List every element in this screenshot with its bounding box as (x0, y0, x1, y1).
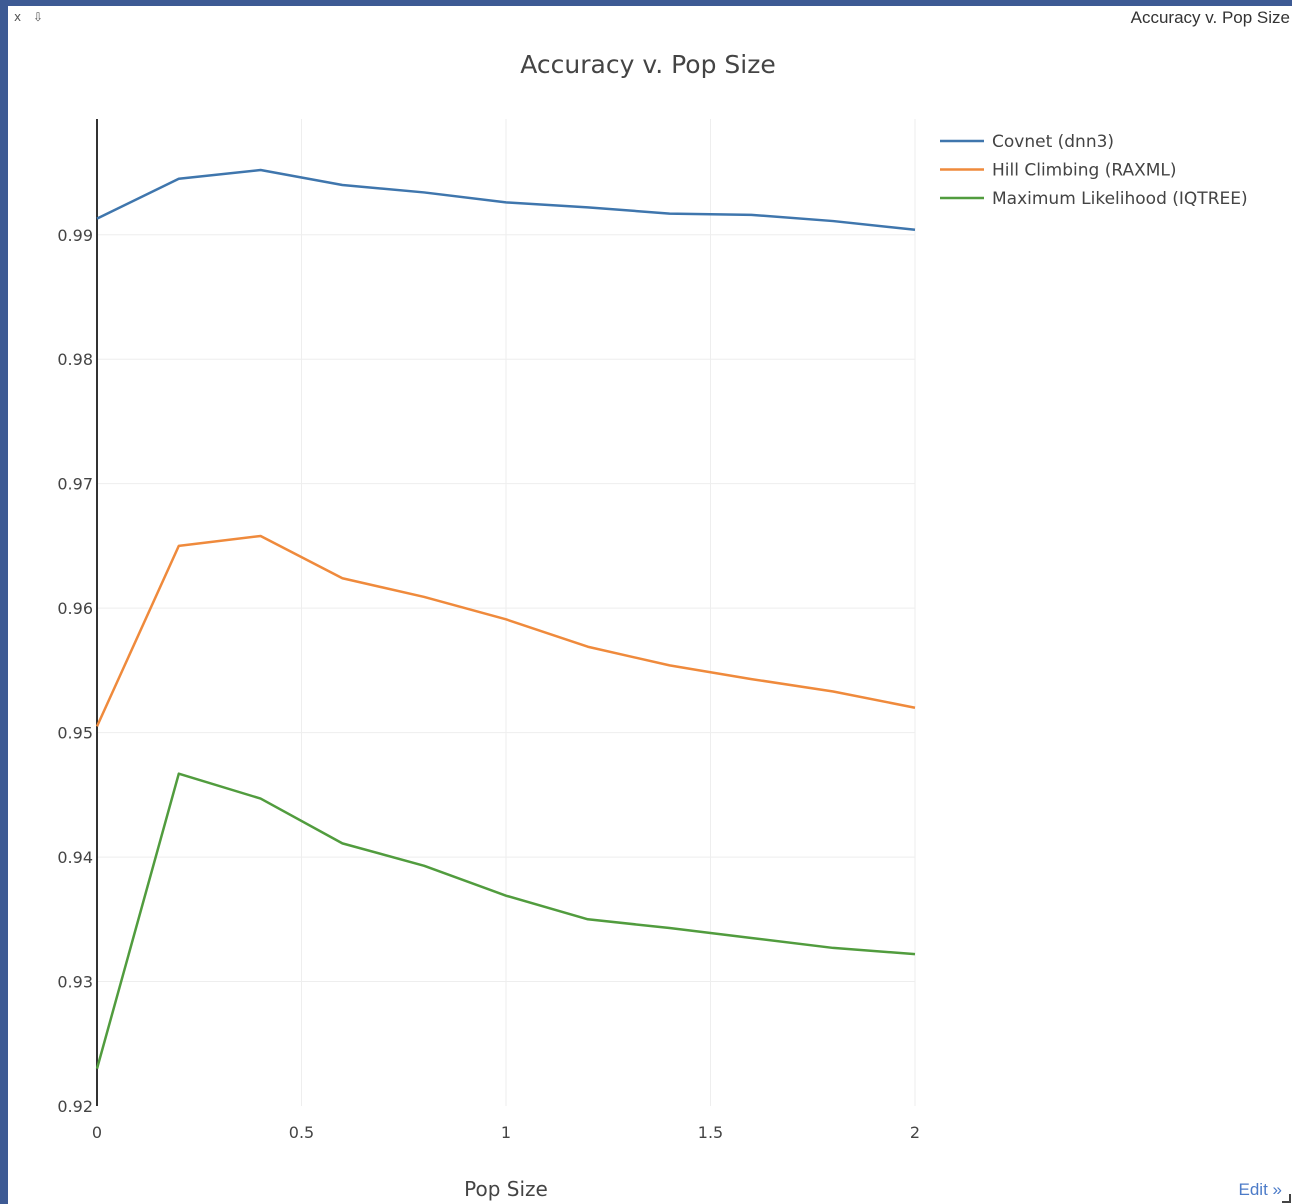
chart-title: Accuracy v. Pop Size (520, 50, 775, 79)
series-lines[interactable] (95, 168, 916, 1069)
y-tick-label: 0.98 (57, 350, 93, 369)
y-tick-label: 0.94 (57, 848, 93, 867)
line-chart[interactable]: 0.92 0.93 0.94 0.95 0.96 0.97 0.98 0.99 0 0.5 1 1.5… (8, 6, 1292, 1204)
edit-link[interactable]: Edit » (1238, 1180, 1282, 1199)
legend-label[interactable]: Maximum Likelihood (IQTREE) (992, 189, 1248, 209)
y-tick-label: 0.92 (57, 1097, 93, 1116)
window-controls: x ⇩ (14, 10, 51, 24)
x-tick-label: 1.5 (698, 1123, 723, 1142)
legend[interactable]: Covnet (dnn3) Hill Climbing (RAXML) Maximu… (940, 132, 1248, 209)
grid (97, 119, 916, 1106)
y-tick-label: 0.96 (57, 599, 93, 618)
legend-label[interactable]: Hill Climbing (RAXML) (992, 161, 1177, 181)
series-line[interactable] (95, 534, 916, 727)
x-tick-label: 0 (92, 1123, 102, 1142)
y-tick-label: 0.95 (57, 724, 93, 743)
series-line[interactable] (96, 168, 916, 232)
legend-label[interactable]: Covnet (dnn3) (992, 132, 1114, 152)
x-tick-label: 1 (501, 1123, 511, 1142)
download-icon[interactable]: ⇩ (32, 10, 43, 24)
x-axis-title: Pop Size (464, 1177, 548, 1201)
close-icon[interactable]: x (14, 10, 22, 24)
y-tick-label: 0.93 (57, 973, 93, 992)
x-tick-label: 2 (910, 1123, 920, 1142)
series-line[interactable] (95, 772, 916, 1069)
x-tick-label: 0.5 (289, 1123, 314, 1142)
window-title: Accuracy v. Pop Size (1130, 8, 1290, 27)
resize-handle[interactable] (1282, 1194, 1291, 1203)
y-tick-label: 0.99 (57, 226, 93, 245)
tick-labels: 0.92 0.93 0.94 0.95 0.96 0.97 0.98 0.99 0 0.5 1 1.5… (57, 226, 920, 1142)
chart-window: x ⇩ Accuracy v. Pop Size 0.92 0.93 0.94 0.9… (8, 6, 1292, 1204)
y-tick-label: 0.97 (57, 475, 93, 494)
